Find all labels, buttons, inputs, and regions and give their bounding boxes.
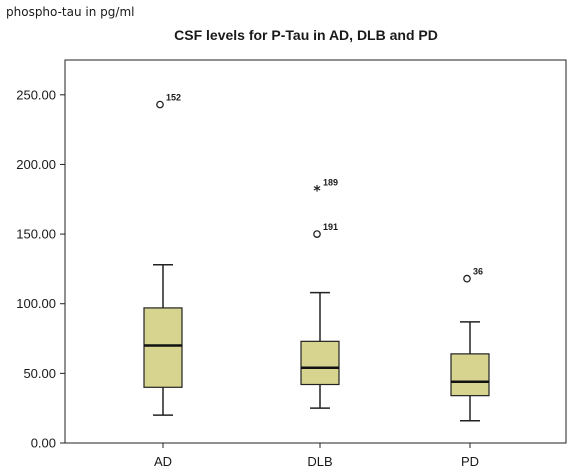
outlier-label-191: 191 <box>323 222 338 232</box>
x-tick-label-pd: PD <box>461 454 479 469</box>
box-pd <box>450 353 490 397</box>
box-dlb <box>300 340 340 386</box>
outlier-circle-pd <box>463 274 471 283</box>
outlier-circle-dlb <box>313 230 321 238</box>
y-tick-label: 50.00 <box>23 366 56 381</box>
outlier-label-189: 189 <box>323 178 338 188</box>
x-tick-label-ad: AD <box>154 454 172 469</box>
y-axis-title: phospho-tau in pg/ml <box>6 5 135 19</box>
y-tick-label: 200.00 <box>16 157 56 172</box>
outlier-circle-ad <box>156 100 164 109</box>
y-tick-label: 0.00 <box>31 436 56 451</box>
outlier-label-36: 36 <box>473 267 483 277</box>
box-ad <box>143 307 183 388</box>
chart-title: CSF levels for P-Tau in AD, DLB and PD <box>174 27 438 43</box>
outlier-label-152: 152 <box>166 93 181 103</box>
x-tick-label-dlb: DLB <box>307 454 332 469</box>
y-tick-label: 100.00 <box>16 296 56 311</box>
outlier-star-dlb: * <box>313 184 321 200</box>
y-tick-label: 150.00 <box>16 227 56 242</box>
plot-frame <box>64 59 567 444</box>
y-tick-label: 250.00 <box>16 87 56 102</box>
